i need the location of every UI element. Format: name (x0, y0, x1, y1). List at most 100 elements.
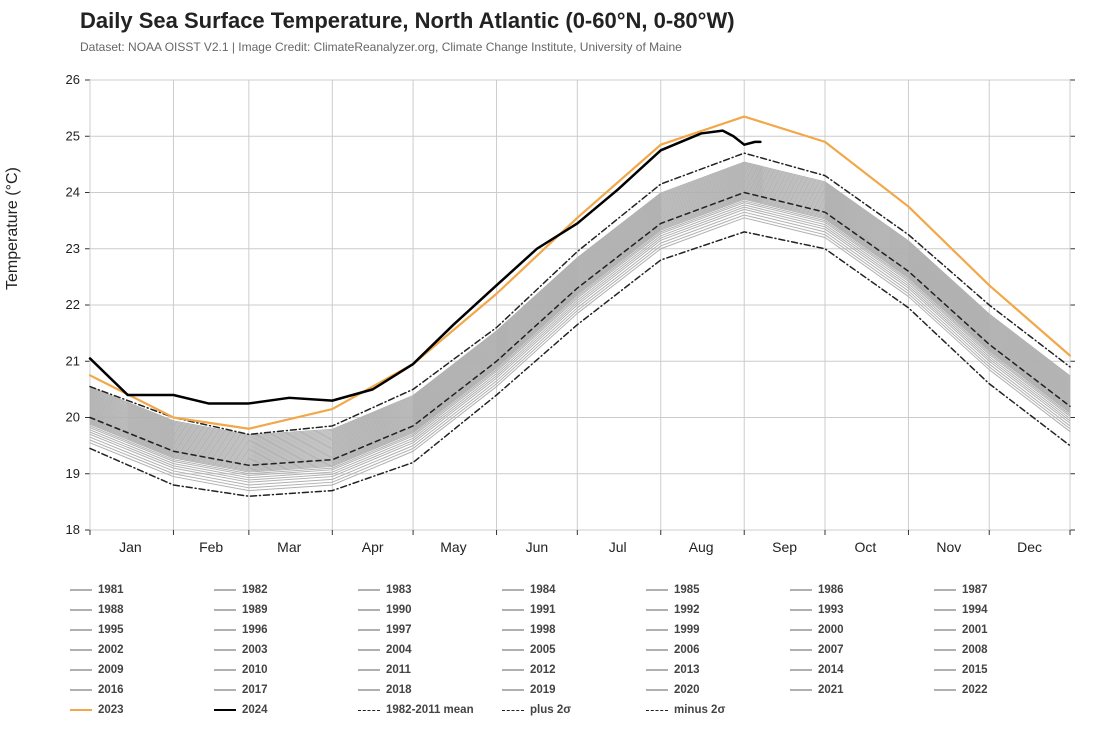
legend-label: 1996 (242, 620, 268, 640)
svg-text:19: 19 (66, 466, 80, 481)
legend-item: 2001 (934, 620, 1078, 640)
legend-label: 2021 (818, 680, 844, 700)
legend-label: 2009 (98, 660, 124, 680)
svg-text:Jul: Jul (609, 539, 627, 555)
legend-item: 2021 (790, 680, 934, 700)
svg-text:20: 20 (66, 410, 80, 425)
legend-label: 1986 (818, 580, 844, 600)
legend-swatch (502, 589, 524, 591)
legend-item: 1994 (934, 600, 1078, 620)
legend-label: 2018 (386, 680, 412, 700)
legend-label: 1998 (530, 620, 556, 640)
legend-label: 1997 (386, 620, 412, 640)
svg-text:Feb: Feb (199, 539, 223, 555)
legend-label: 2006 (674, 640, 700, 660)
legend-swatch (70, 689, 92, 691)
legend-swatch (214, 629, 236, 631)
legend-label: 2010 (242, 660, 268, 680)
figure: Daily Sea Surface Temperature, North Atl… (0, 0, 1100, 730)
legend-swatch (358, 589, 380, 591)
chart-svg: 181920212223242526JanFebMarAprMayJunJulA… (30, 70, 1080, 570)
legend-item: 2002 (70, 640, 214, 660)
legend-swatch (214, 589, 236, 591)
legend-swatch (790, 589, 812, 591)
legend-item: 2005 (502, 640, 646, 660)
legend-swatch (934, 649, 956, 651)
legend-item: 2013 (646, 660, 790, 680)
legend-item: 2022 (934, 680, 1078, 700)
legend-row: 2016 2017 2018 2019 2020 2021 2022 (70, 680, 1080, 700)
legend-label: 1995 (98, 620, 124, 640)
legend-swatch (646, 649, 668, 651)
legend-swatch (790, 649, 812, 651)
legend-label: 2020 (674, 680, 700, 700)
legend-swatch (790, 609, 812, 611)
legend-swatch (646, 669, 668, 671)
legend-swatch (790, 689, 812, 691)
legend-item: 2019 (502, 680, 646, 700)
legend-label: 1982-2011 mean (386, 700, 474, 720)
legend-label: 1981 (98, 580, 124, 600)
legend-swatch (934, 689, 956, 691)
legend: 1981 1982 1983 1984 1985 1986 1987 1988 1989 1990… (70, 580, 1080, 720)
svg-text:Oct: Oct (854, 539, 876, 555)
legend-label: 1989 (242, 600, 268, 620)
legend-swatch (70, 589, 92, 591)
legend-item: 2000 (790, 620, 934, 640)
legend-swatch (70, 709, 92, 711)
legend-item: 1998 (502, 620, 646, 640)
legend-item: 1988 (70, 600, 214, 620)
legend-label: 1982 (242, 580, 268, 600)
legend-item: 2014 (790, 660, 934, 680)
legend-row: 202320241982-2011 meanplus 2σminus 2σ (70, 700, 1080, 720)
legend-swatch (934, 609, 956, 611)
legend-swatch (214, 609, 236, 611)
svg-text:Aug: Aug (689, 539, 714, 555)
legend-label: 1990 (386, 600, 412, 620)
svg-text:24: 24 (66, 185, 80, 200)
legend-swatch (358, 629, 380, 631)
legend-item: 2007 (790, 640, 934, 660)
legend-label: 1984 (530, 580, 556, 600)
legend-swatch (502, 649, 524, 651)
svg-text:Mar: Mar (277, 539, 301, 555)
legend-swatch (934, 589, 956, 591)
legend-swatch (214, 649, 236, 651)
svg-text:Dec: Dec (1017, 539, 1042, 555)
legend-label: 2015 (962, 660, 988, 680)
legend-label: 2017 (242, 680, 268, 700)
legend-swatch (70, 669, 92, 671)
legend-swatch (502, 629, 524, 631)
legend-swatch (934, 629, 956, 631)
legend-swatch (502, 609, 524, 611)
legend-item: minus 2σ (646, 700, 790, 720)
legend-item: 1985 (646, 580, 790, 600)
legend-label: 2013 (674, 660, 700, 680)
legend-item: 1984 (502, 580, 646, 600)
legend-label: 1999 (674, 620, 700, 640)
legend-item: 1987 (934, 580, 1078, 600)
legend-label: 1992 (674, 600, 700, 620)
legend-item: 2020 (646, 680, 790, 700)
legend-swatch (70, 649, 92, 651)
svg-text:23: 23 (66, 241, 80, 256)
legend-item: 1996 (214, 620, 358, 640)
legend-swatch (790, 629, 812, 631)
legend-item: 2010 (214, 660, 358, 680)
legend-label: 2011 (386, 660, 411, 680)
legend-label: 2008 (962, 640, 988, 660)
legend-item: 1989 (214, 600, 358, 620)
legend-swatch (502, 689, 524, 691)
legend-label: 1983 (386, 580, 412, 600)
legend-label: plus 2σ (530, 700, 571, 720)
legend-item: 2016 (70, 680, 214, 700)
legend-swatch (358, 689, 380, 691)
svg-text:18: 18 (66, 522, 80, 537)
legend-item: 2017 (214, 680, 358, 700)
svg-text:Sep: Sep (772, 539, 797, 555)
legend-swatch (214, 689, 236, 691)
legend-item: 1981 (70, 580, 214, 600)
svg-text:Apr: Apr (362, 539, 384, 555)
chart-subtitle: Dataset: NOAA OISST V2.1 | Image Credit:… (80, 40, 682, 54)
legend-item: 1982-2011 mean (358, 700, 502, 720)
